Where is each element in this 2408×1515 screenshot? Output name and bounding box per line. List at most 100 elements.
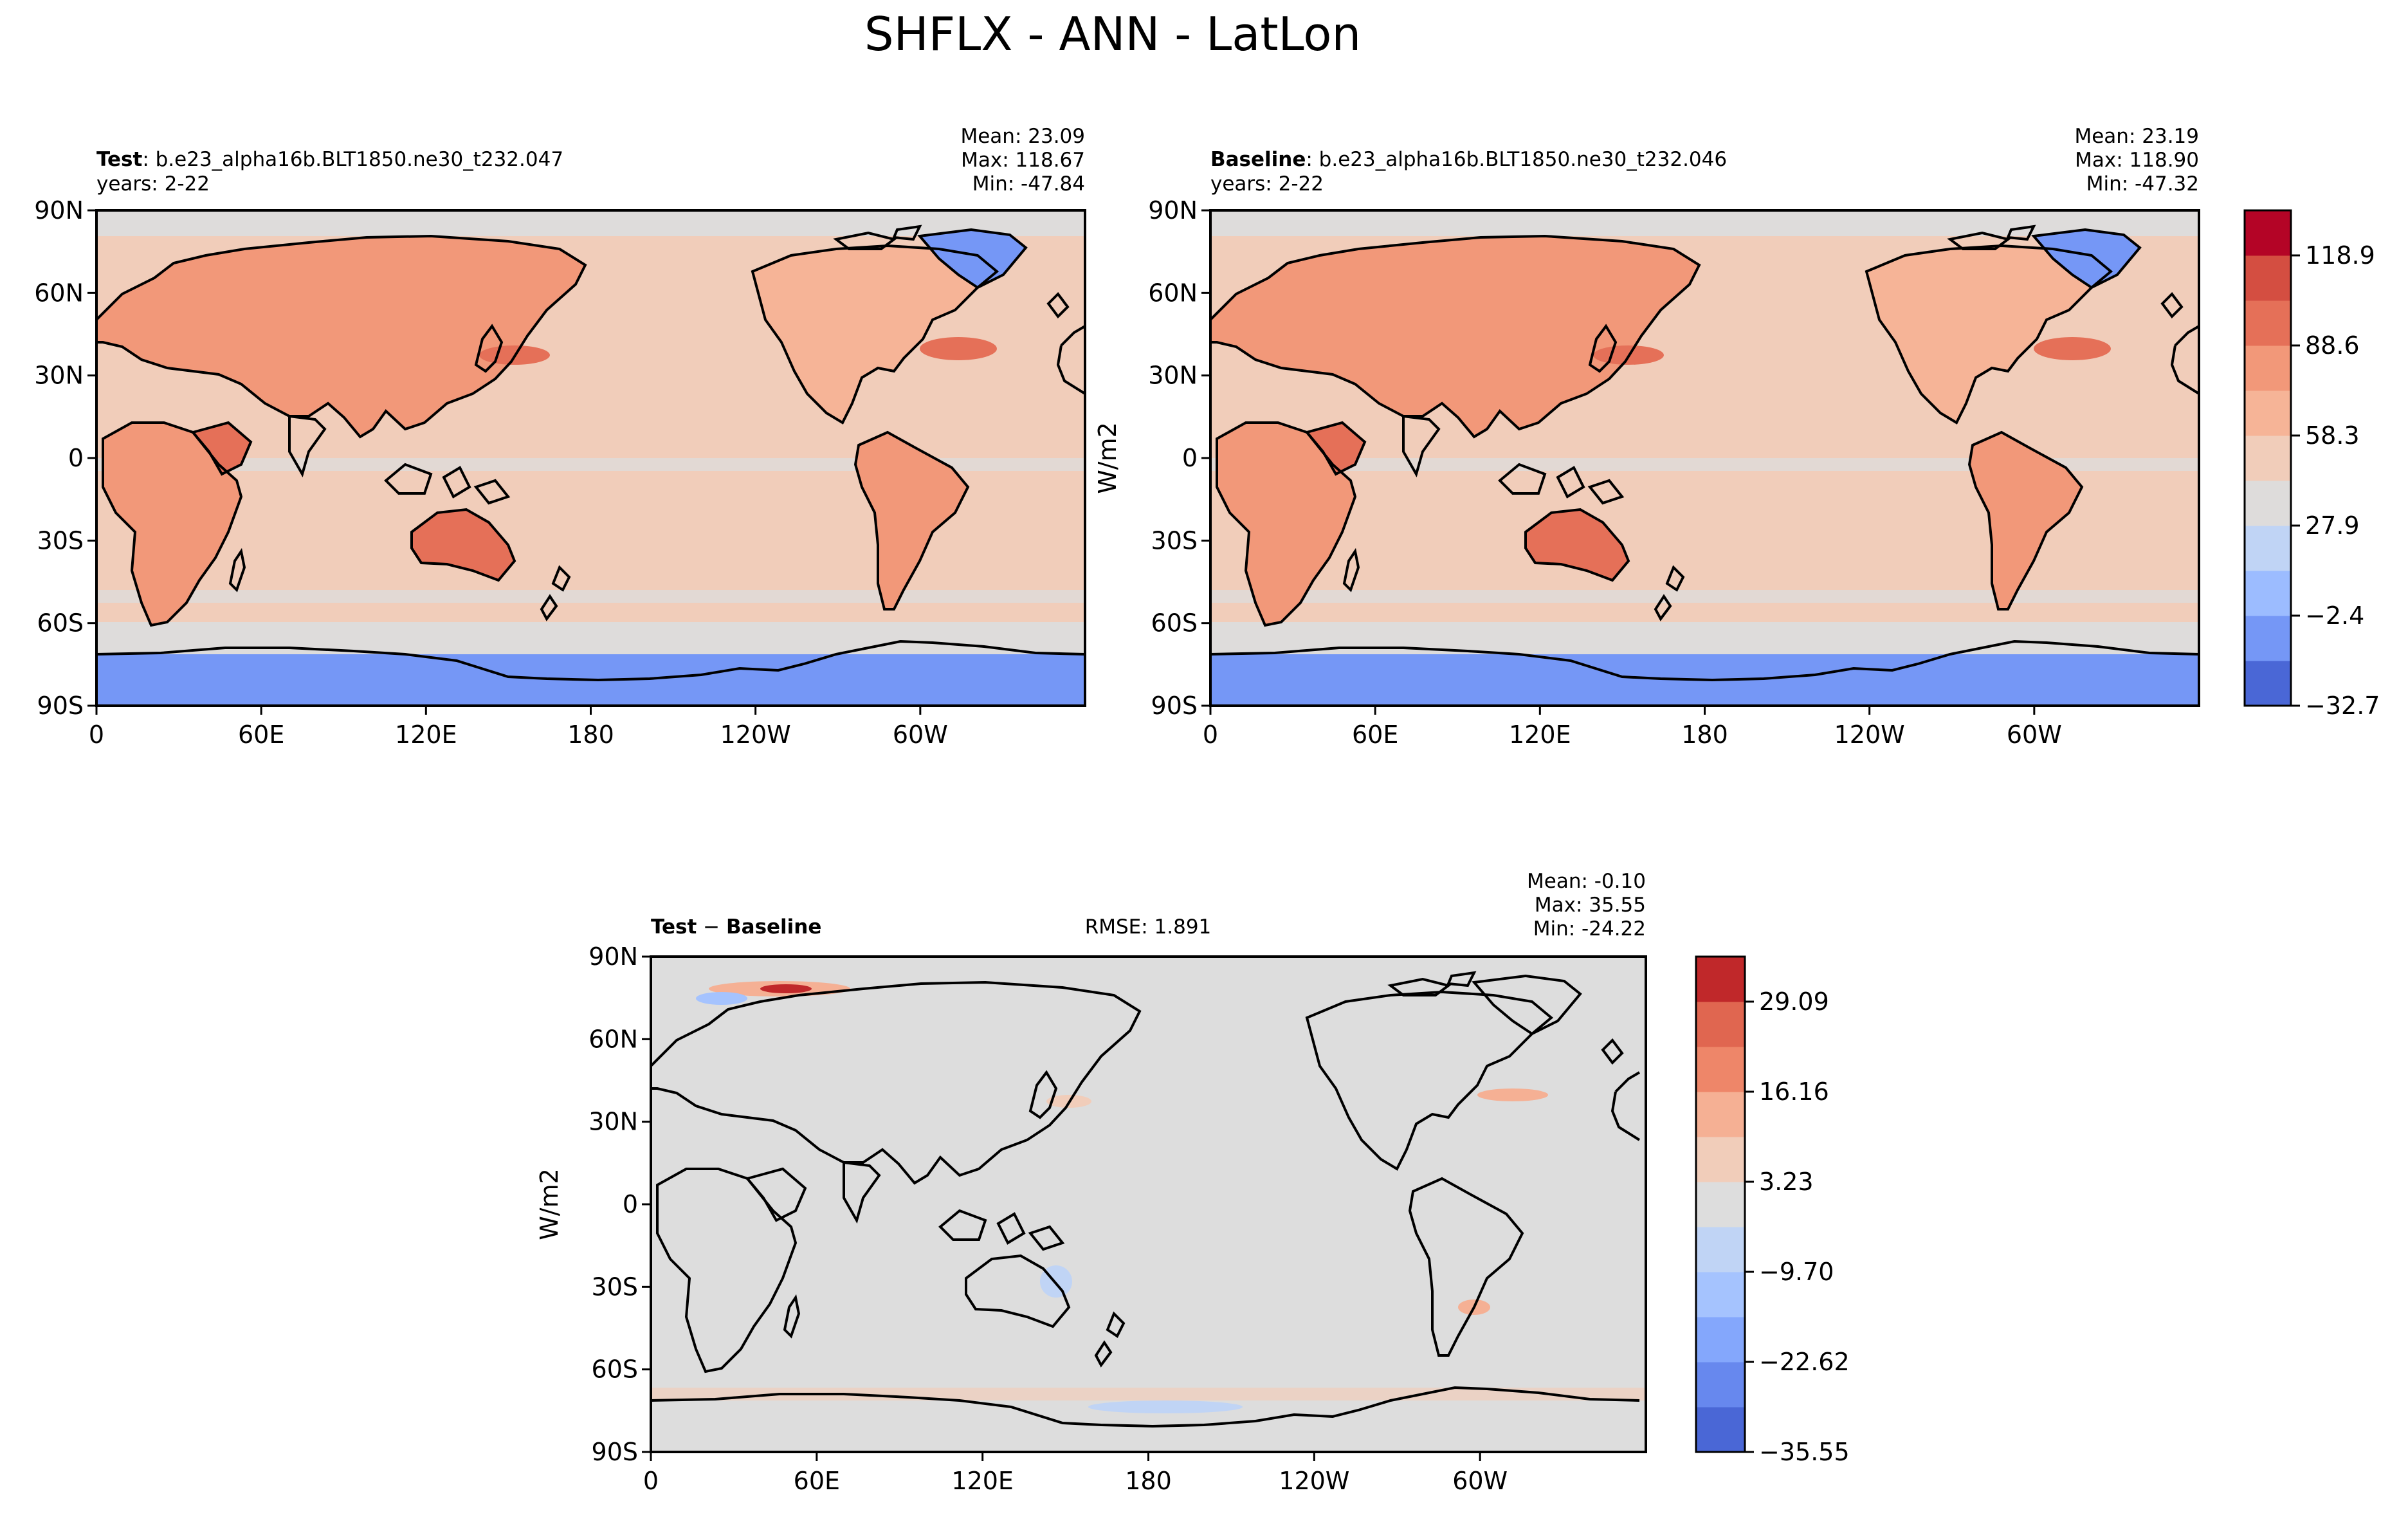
colorbar-frame [2243,209,2292,707]
colorbar-segment [2245,345,2291,391]
lat-tick-label: 90N [34,196,84,225]
lat-tick-label: 60N [588,1025,638,1053]
lon-tick-label: 0 [1203,721,1218,749]
colorbar-tick-label: −32.7 [2305,692,2380,720]
colorbar-segment [2245,210,2291,256]
lon-tick-label: 60E [1352,721,1398,749]
lat-tick-label: 60S [37,609,84,638]
colorbar-segment [1696,1047,1745,1092]
diff-mean: Mean: -0.10 [1527,870,1646,893]
test-label: Test: b.e23_alpha16b.BLT1850.ne30_t232.0… [96,148,563,171]
colorbar-segment [1696,1092,1745,1137]
colorbar-tick-label: −35.55 [1759,1438,1850,1466]
lon-tick-label: 60E [238,721,284,749]
test-panel: Test: b.e23_alpha16b.BLT1850.ne30_t232.0… [34,125,1086,749]
colorbar-segment [1696,957,1745,1002]
lat-tick-label: 30N [588,1108,638,1136]
colorbar-segment [2245,390,2291,436]
lat-tick-label: 30S [592,1272,638,1301]
main-colorbar: 118.9 88.6 58.3 27.9 −2.4 −32.7 [2243,209,2380,720]
colorbar-segment [2245,661,2291,706]
lat-tick-label: 0 [68,444,84,472]
colorbar-segment [1696,1317,1745,1363]
lon-tick-label: 120E [951,1467,1014,1495]
lat-tick-label: 90S [1151,692,1198,720]
lat-tick-label: 90N [1148,196,1198,225]
diff-label-bold-2: Baseline [726,915,821,939]
figure-title: SHFLX - ANN - LatLon [864,7,1361,61]
baseline-label-case: : b.e23_alpha16b.BLT1850.ne30_t232.046 [1306,148,1727,171]
diff-rmse: RMSE: 1.891 [1085,915,1212,939]
lat-tick-label: 30N [1148,362,1198,390]
diff-min: Min: -24.22 [1533,917,1646,941]
colorbar-segment [2245,300,2291,346]
lon-tick-label: 60W [1452,1467,1508,1495]
lon-tick-label: 180 [1681,721,1728,749]
colorbar-segment [1696,1272,1745,1318]
colorbar-tick-label: −22.62 [1759,1348,1850,1376]
colorbar-segment [1696,1407,1745,1453]
lat-tick-label: 60S [1151,609,1198,638]
diff-colorbar: 29.09 16.16 3.23 −9.70 −22.62 −35.55 [1695,955,1850,1466]
baseline-map [1210,210,2199,706]
baseline-max: Max: 118.90 [2075,149,2199,172]
baseline-years: years: 2-22 [1210,172,1324,196]
colorbar-segment [1696,1362,1745,1408]
diff-panel: Test − Baseline RMSE: 1.891 Mean: -0.10 … [535,870,1647,1495]
lon-tick-label: 120W [1834,721,1905,749]
colorbar-segment [2245,255,2291,301]
diff-label-bold-1: Test [651,915,697,939]
test-label-bold: Test [96,148,143,171]
lon-tick-label: 180 [1125,1467,1172,1495]
lon-tick-label: 60E [794,1467,840,1495]
lat-tick-label: 30S [37,526,84,555]
colorbar-tick-label: 29.09 [1759,987,1829,1016]
baseline-label-bold: Baseline [1210,148,1306,171]
test-map [96,210,1085,706]
lon-tick-label: 60W [2007,721,2062,749]
colorbar-tick-label: 118.9 [2305,241,2375,270]
diff-colorbar-unit-label: W/m2 [535,1168,563,1240]
baseline-label: Baseline: b.e23_alpha16b.BLT1850.ne30_t2… [1210,148,1727,171]
lat-tick-label: 60S [592,1355,638,1384]
diff-label-sep: − [697,915,726,939]
colorbar-segment [2245,616,2291,661]
test-label-case: : b.e23_alpha16b.BLT1850.ne30_t232.047 [142,148,563,171]
colorbar-tick-label: 27.9 [2305,511,2360,540]
lat-tick-label: 30S [1151,526,1198,555]
baseline-panel: Baseline: b.e23_alpha16b.BLT1850.ne30_t2… [1093,125,2200,749]
colorbar-segment [1696,1182,1745,1227]
lat-tick-label: 30N [34,362,84,390]
colorbar-tick-label: 16.16 [1759,1078,1829,1106]
baseline-mean: Mean: 23.19 [2074,125,2199,148]
lon-tick-label: 0 [89,721,104,749]
colorbar-segment [2245,526,2291,571]
lon-tick-label: 120E [1509,721,1571,749]
colorbar-segment [1696,1227,1745,1272]
colorbar-tick-label: 88.6 [2305,331,2360,360]
diff-label: Test − Baseline [651,915,821,939]
colorbar-segment [1696,1002,1745,1047]
baseline-min: Min: -47.32 [2086,172,2199,196]
colorbar-tick-label: −9.70 [1759,1258,1834,1286]
lon-tick-label: 180 [567,721,614,749]
lat-tick-label: 60N [34,279,84,307]
lon-tick-label: 0 [643,1467,659,1495]
lat-tick-label: 60N [1148,279,1198,307]
test-years: years: 2-22 [96,172,210,196]
colorbar-segment [1696,1137,1745,1182]
colorbar-segment [2245,481,2291,526]
colorbar-tick-label: 3.23 [1759,1168,1814,1196]
test-min: Min: -47.84 [972,172,1085,196]
lon-tick-label: 120W [720,721,791,749]
diff-max: Max: 35.55 [1535,894,1646,917]
lon-tick-label: 120W [1279,1467,1349,1495]
test-max: Max: 118.67 [961,149,1085,172]
lat-tick-label: 0 [623,1190,638,1218]
colorbar-frame [1695,955,1746,1453]
test-mean: Mean: 23.09 [960,125,1085,148]
lat-tick-label: 0 [1182,444,1198,472]
colorbar-segment [2245,436,2291,481]
lon-tick-label: 120E [395,721,457,749]
colorbar-tick-label: −2.4 [2305,601,2364,630]
